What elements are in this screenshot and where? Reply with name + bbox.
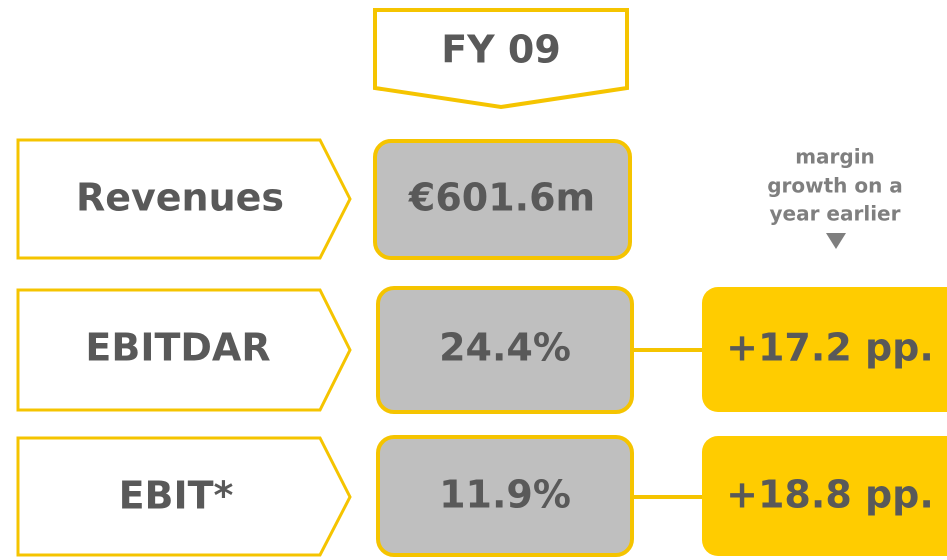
growth-text: +17.2 pp. [726,326,934,370]
value-text: 11.9% [439,473,571,517]
growth-box [702,436,947,556]
row-label-box [16,138,352,260]
row-label-box [16,436,352,557]
value-text: €601.6m [408,176,595,220]
header-arrow [373,8,629,110]
growth-text: +18.8 pp. [726,473,934,517]
value-box [376,286,634,414]
header-title: FY 09 [441,28,561,72]
growth-box [702,287,947,412]
row-label: EBIT* [119,474,234,518]
value-box [373,139,632,260]
row-label-box [16,288,352,412]
note-line: growth on a [767,174,903,198]
note-line: margin [795,145,875,169]
value-text: 24.4% [439,326,571,370]
note-arrow [826,233,846,249]
row-label: EBITDAR [85,326,270,370]
note-line: year earlier [770,202,901,226]
value-box [376,435,634,557]
row-label: Revenues [76,176,284,220]
